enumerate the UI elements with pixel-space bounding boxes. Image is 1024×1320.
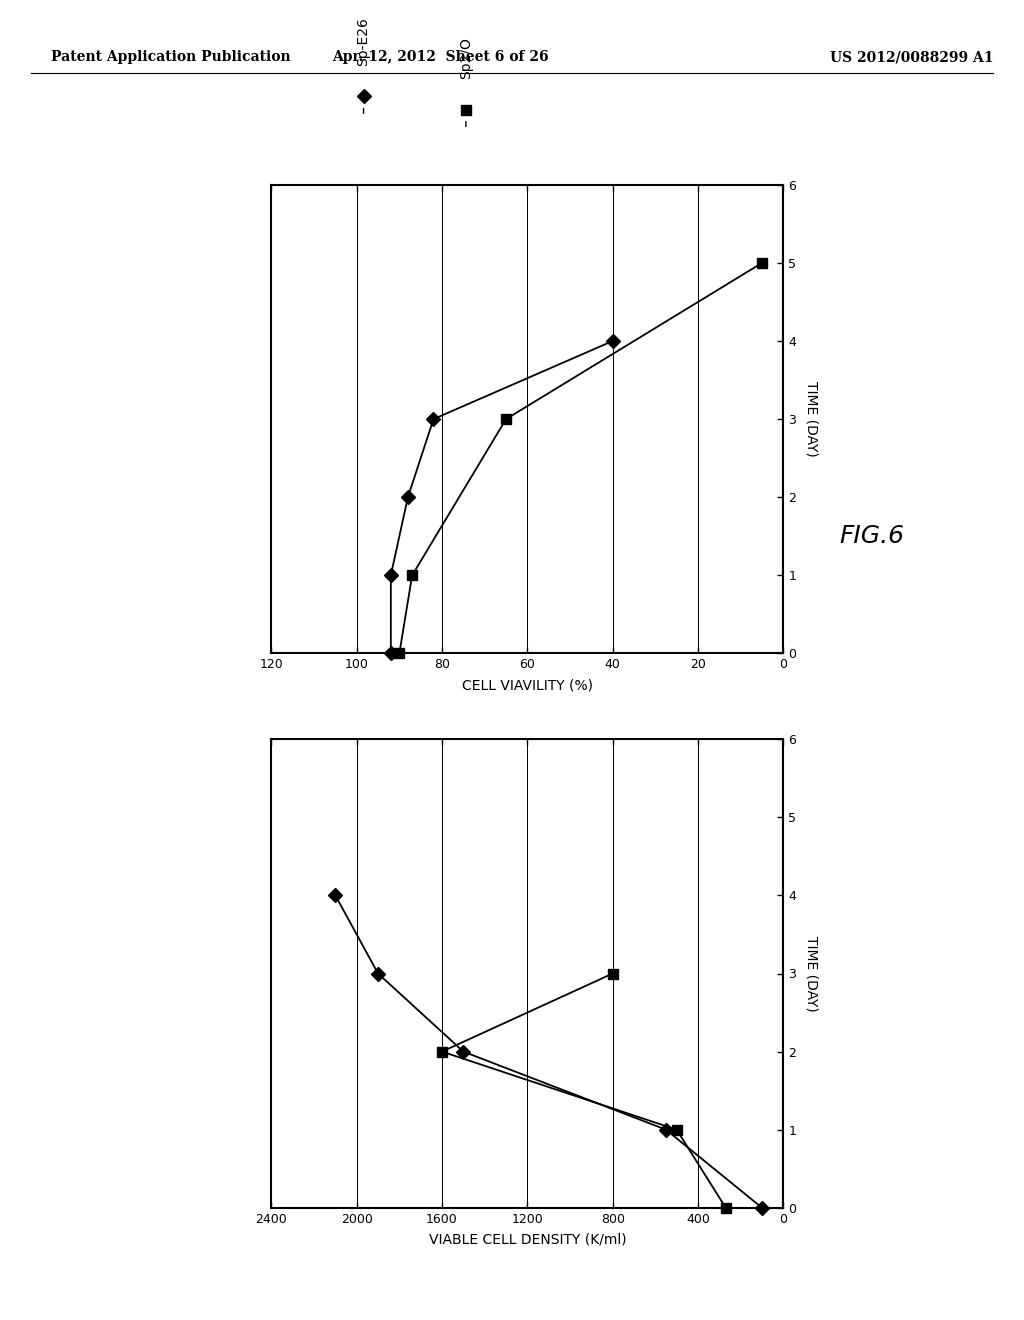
Y-axis label: TIME (DAY): TIME (DAY): [805, 381, 818, 457]
X-axis label: CELL VIAVILITY (%): CELL VIAVILITY (%): [462, 678, 593, 692]
Text: Patent Application Publication: Patent Application Publication: [51, 50, 291, 65]
Text: FIG.6: FIG.6: [840, 524, 904, 548]
Text: Sp2/O: Sp2/O: [459, 37, 473, 79]
X-axis label: VIABLE CELL DENSITY (K/ml): VIABLE CELL DENSITY (K/ml): [429, 1233, 626, 1246]
Y-axis label: TIME (DAY): TIME (DAY): [805, 936, 818, 1011]
Text: Apr. 12, 2012  Sheet 6 of 26: Apr. 12, 2012 Sheet 6 of 26: [332, 50, 549, 65]
Text: Sp-E26: Sp-E26: [356, 17, 371, 66]
Text: US 2012/0088299 A1: US 2012/0088299 A1: [829, 50, 993, 65]
